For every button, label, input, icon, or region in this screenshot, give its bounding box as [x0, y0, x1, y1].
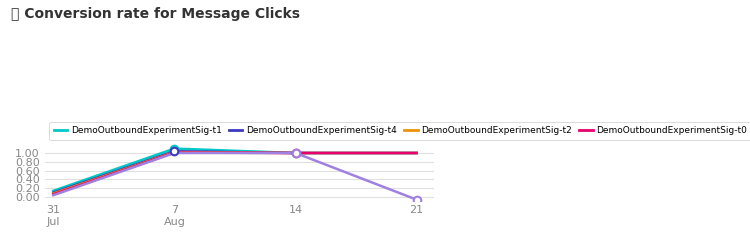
Point — [169, 147, 181, 151]
Point — [411, 198, 423, 202]
Text: 🔔 Conversion rate for Message Clicks: 🔔 Conversion rate for Message Clicks — [11, 7, 300, 21]
Point — [290, 151, 302, 155]
Legend: DemoOutboundExperimentSig-t1, DemoOutboundExperimentSig-t4, DemoOutboundExperime: DemoOutboundExperimentSig-t1, DemoOutbou… — [50, 122, 750, 140]
Point — [169, 149, 181, 153]
Point — [290, 151, 302, 155]
